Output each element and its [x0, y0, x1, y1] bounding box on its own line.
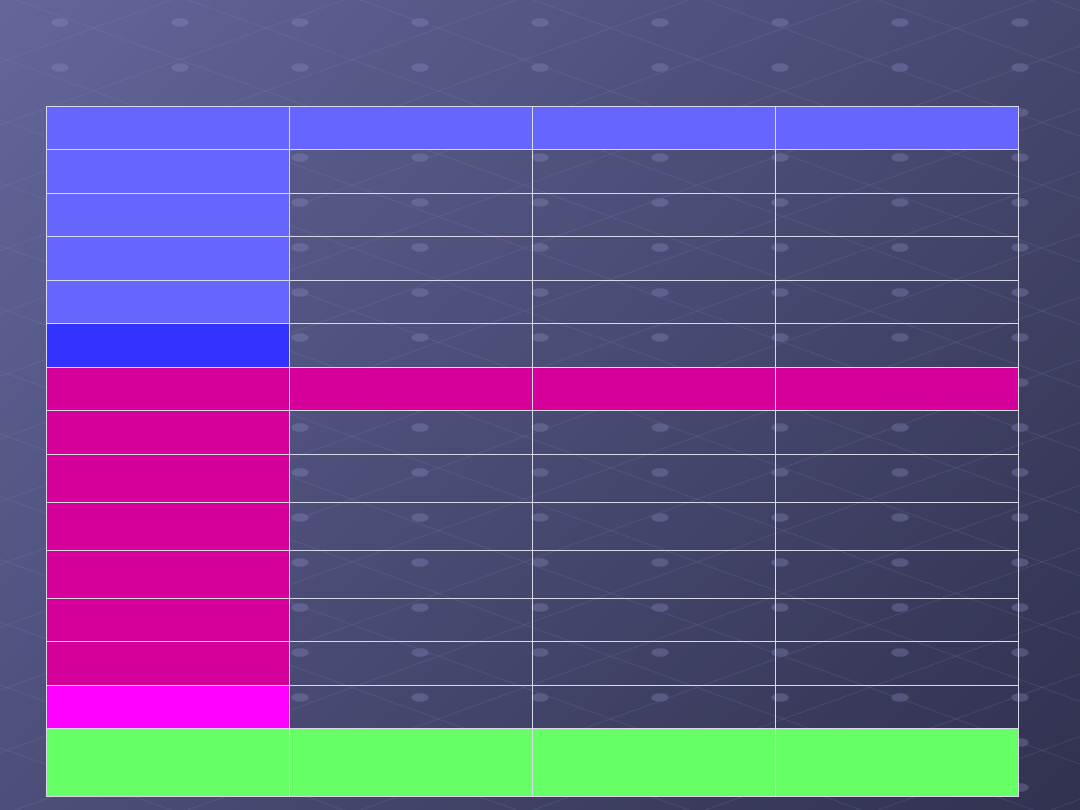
table-cell [775, 550, 1019, 599]
table-cell [289, 728, 533, 797]
table-row [46, 323, 1019, 368]
table-cell [532, 193, 776, 237]
table-cell [775, 236, 1019, 281]
table-cell [46, 149, 290, 194]
table-row [46, 598, 1019, 642]
table-cell [775, 280, 1019, 324]
table-row [46, 728, 1019, 797]
table-cell [775, 410, 1019, 455]
table-cell [289, 106, 533, 150]
table-row [46, 410, 1019, 455]
table-cell [775, 685, 1019, 729]
table-cell [532, 550, 776, 599]
table-cell [775, 149, 1019, 194]
table-cell [289, 236, 533, 281]
table-cell [46, 236, 290, 281]
table-cell [46, 280, 290, 324]
table-cell [532, 685, 776, 729]
table-cell [46, 598, 290, 642]
table-cell [775, 106, 1019, 150]
table-cell [289, 323, 533, 368]
table-cell [775, 193, 1019, 237]
table-cell [532, 280, 776, 324]
table-cell [289, 367, 533, 411]
table-row [46, 550, 1019, 599]
table-row [46, 367, 1019, 411]
table-cell [532, 149, 776, 194]
table-cell [289, 598, 533, 642]
table-cell [532, 323, 776, 368]
table-row [46, 685, 1019, 729]
table-cell [289, 410, 533, 455]
table-row [46, 454, 1019, 503]
data-table [46, 106, 1019, 797]
table-cell [46, 641, 290, 686]
table-cell [532, 502, 776, 551]
table-cell [532, 728, 776, 797]
table-cell [46, 502, 290, 551]
table-cell [46, 550, 290, 599]
table-cell [775, 502, 1019, 551]
table-cell [775, 454, 1019, 503]
table-cell [532, 367, 776, 411]
table-cell [289, 454, 533, 503]
table-cell [532, 410, 776, 455]
table-cell [289, 641, 533, 686]
table-row [46, 193, 1019, 237]
table-row [46, 641, 1019, 686]
table-row [46, 106, 1019, 150]
table-cell [289, 280, 533, 324]
table-row [46, 502, 1019, 551]
table-cell [46, 367, 290, 411]
table-cell [775, 598, 1019, 642]
table-cell [775, 641, 1019, 686]
table-cell [46, 193, 290, 237]
table-cell [46, 106, 290, 150]
table-cell [532, 106, 776, 150]
table-cell [532, 454, 776, 503]
table-cell [289, 685, 533, 729]
table-row [46, 236, 1019, 281]
table-cell [46, 728, 290, 797]
table-row [46, 280, 1019, 324]
table-cell [532, 641, 776, 686]
table-cell [775, 367, 1019, 411]
table-cell [289, 193, 533, 237]
table-cell [46, 323, 290, 368]
table-row [46, 149, 1019, 194]
table-cell [46, 410, 290, 455]
table-cell [532, 236, 776, 281]
table-cell [46, 454, 290, 503]
table-cell [532, 598, 776, 642]
table-cell [775, 728, 1019, 797]
table-cell [289, 149, 533, 194]
table-cell [289, 550, 533, 599]
table-cell [46, 685, 290, 729]
table-cell [775, 323, 1019, 368]
table-cell [289, 502, 533, 551]
